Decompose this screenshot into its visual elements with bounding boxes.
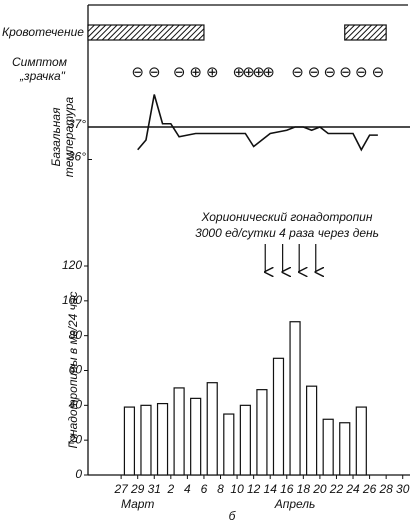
- x-tick-label: 27: [113, 482, 129, 496]
- x-tick-label: 18: [297, 482, 311, 496]
- pupil-sign: ⊖: [131, 64, 144, 81]
- signs-label: Симптом: [12, 55, 67, 69]
- x-tick-label: 24: [345, 482, 360, 496]
- bar: [256, 389, 268, 476]
- y-tick-label: 20: [68, 432, 83, 446]
- x-tick-label: 2: [166, 482, 174, 496]
- annotation: 3000 ед/сутки 4 раза через день: [195, 226, 379, 240]
- pupil-sign: ⊖: [148, 64, 161, 81]
- y-tick-label: 40: [69, 398, 83, 412]
- bar: [156, 402, 169, 476]
- pupil-sign: ⊖: [355, 64, 368, 81]
- y-tick-label: 120: [62, 258, 82, 272]
- bleeding-span: [87, 24, 205, 41]
- month-label: Март: [121, 497, 154, 511]
- pupil-sign: ⊖: [173, 64, 186, 81]
- y-tick-label: 80: [69, 328, 83, 342]
- x-tick-label: 31: [148, 482, 161, 496]
- pupil-sign: ⊕: [242, 64, 255, 81]
- x-tick-label: 20: [312, 482, 327, 496]
- bar: [140, 404, 152, 476]
- temperature-line: [137, 94, 378, 152]
- pupil-sign: ⊖: [324, 64, 337, 81]
- bar: [223, 413, 235, 476]
- pupil-sign: ⊖: [372, 64, 385, 81]
- x-tick-label: 29: [130, 482, 145, 496]
- y-tick-label: 100: [62, 293, 82, 307]
- x-tick-label: 22: [329, 482, 344, 496]
- x-tick-label: 16: [280, 482, 294, 496]
- x-tick-label: 8: [217, 482, 224, 496]
- x-tick-label: 12: [247, 482, 261, 496]
- x-tick-label: 26: [362, 482, 377, 496]
- x-tick-label: 30: [396, 482, 410, 496]
- bar: [190, 397, 202, 476]
- bar: [123, 406, 136, 476]
- x-tick-label: 14: [264, 482, 278, 496]
- bar: [206, 382, 218, 476]
- x-tick-label: 6: [201, 482, 208, 496]
- y-tick-label: 36°: [68, 150, 86, 164]
- bar: [355, 406, 367, 476]
- y-axis-label: температура: [62, 96, 76, 177]
- annotation: Хорионический гонадотропин: [201, 210, 373, 224]
- y-axis-label: Гонадотропины в мг/24 час: [66, 291, 80, 448]
- pupil-sign: ⊕: [232, 64, 245, 81]
- bar: [239, 404, 251, 476]
- bar: [339, 422, 351, 476]
- pupil-sign: ⊖: [308, 64, 321, 81]
- month-label: Апрель: [274, 497, 316, 511]
- range-label: Кровотечение: [2, 25, 84, 39]
- bar: [272, 357, 285, 476]
- pupil-sign: ⊖: [291, 64, 304, 81]
- bar: [289, 321, 301, 476]
- y-tick-label: 0: [75, 467, 82, 481]
- bar: [322, 418, 334, 476]
- x-tick-label: 4: [184, 482, 191, 496]
- signs-label: „зрачка": [19, 69, 66, 83]
- bar: [306, 385, 318, 476]
- pupil-sign: ⊕: [262, 64, 275, 81]
- caption: б: [229, 509, 237, 523]
- bleeding-span: [344, 24, 387, 41]
- bar: [173, 387, 185, 476]
- pupil-sign: ⊕: [189, 64, 202, 81]
- x-tick-label: 10: [230, 482, 244, 496]
- pupil-sign: ⊕: [252, 64, 265, 81]
- pupil-sign: ⊖: [339, 64, 352, 81]
- y-tick-label: 37°: [68, 117, 86, 131]
- pupil-sign: ⊕: [206, 64, 219, 81]
- y-axis-label: Базальная: [49, 107, 63, 167]
- x-tick-label: 28: [378, 482, 393, 496]
- y-tick-label: 60: [69, 363, 83, 377]
